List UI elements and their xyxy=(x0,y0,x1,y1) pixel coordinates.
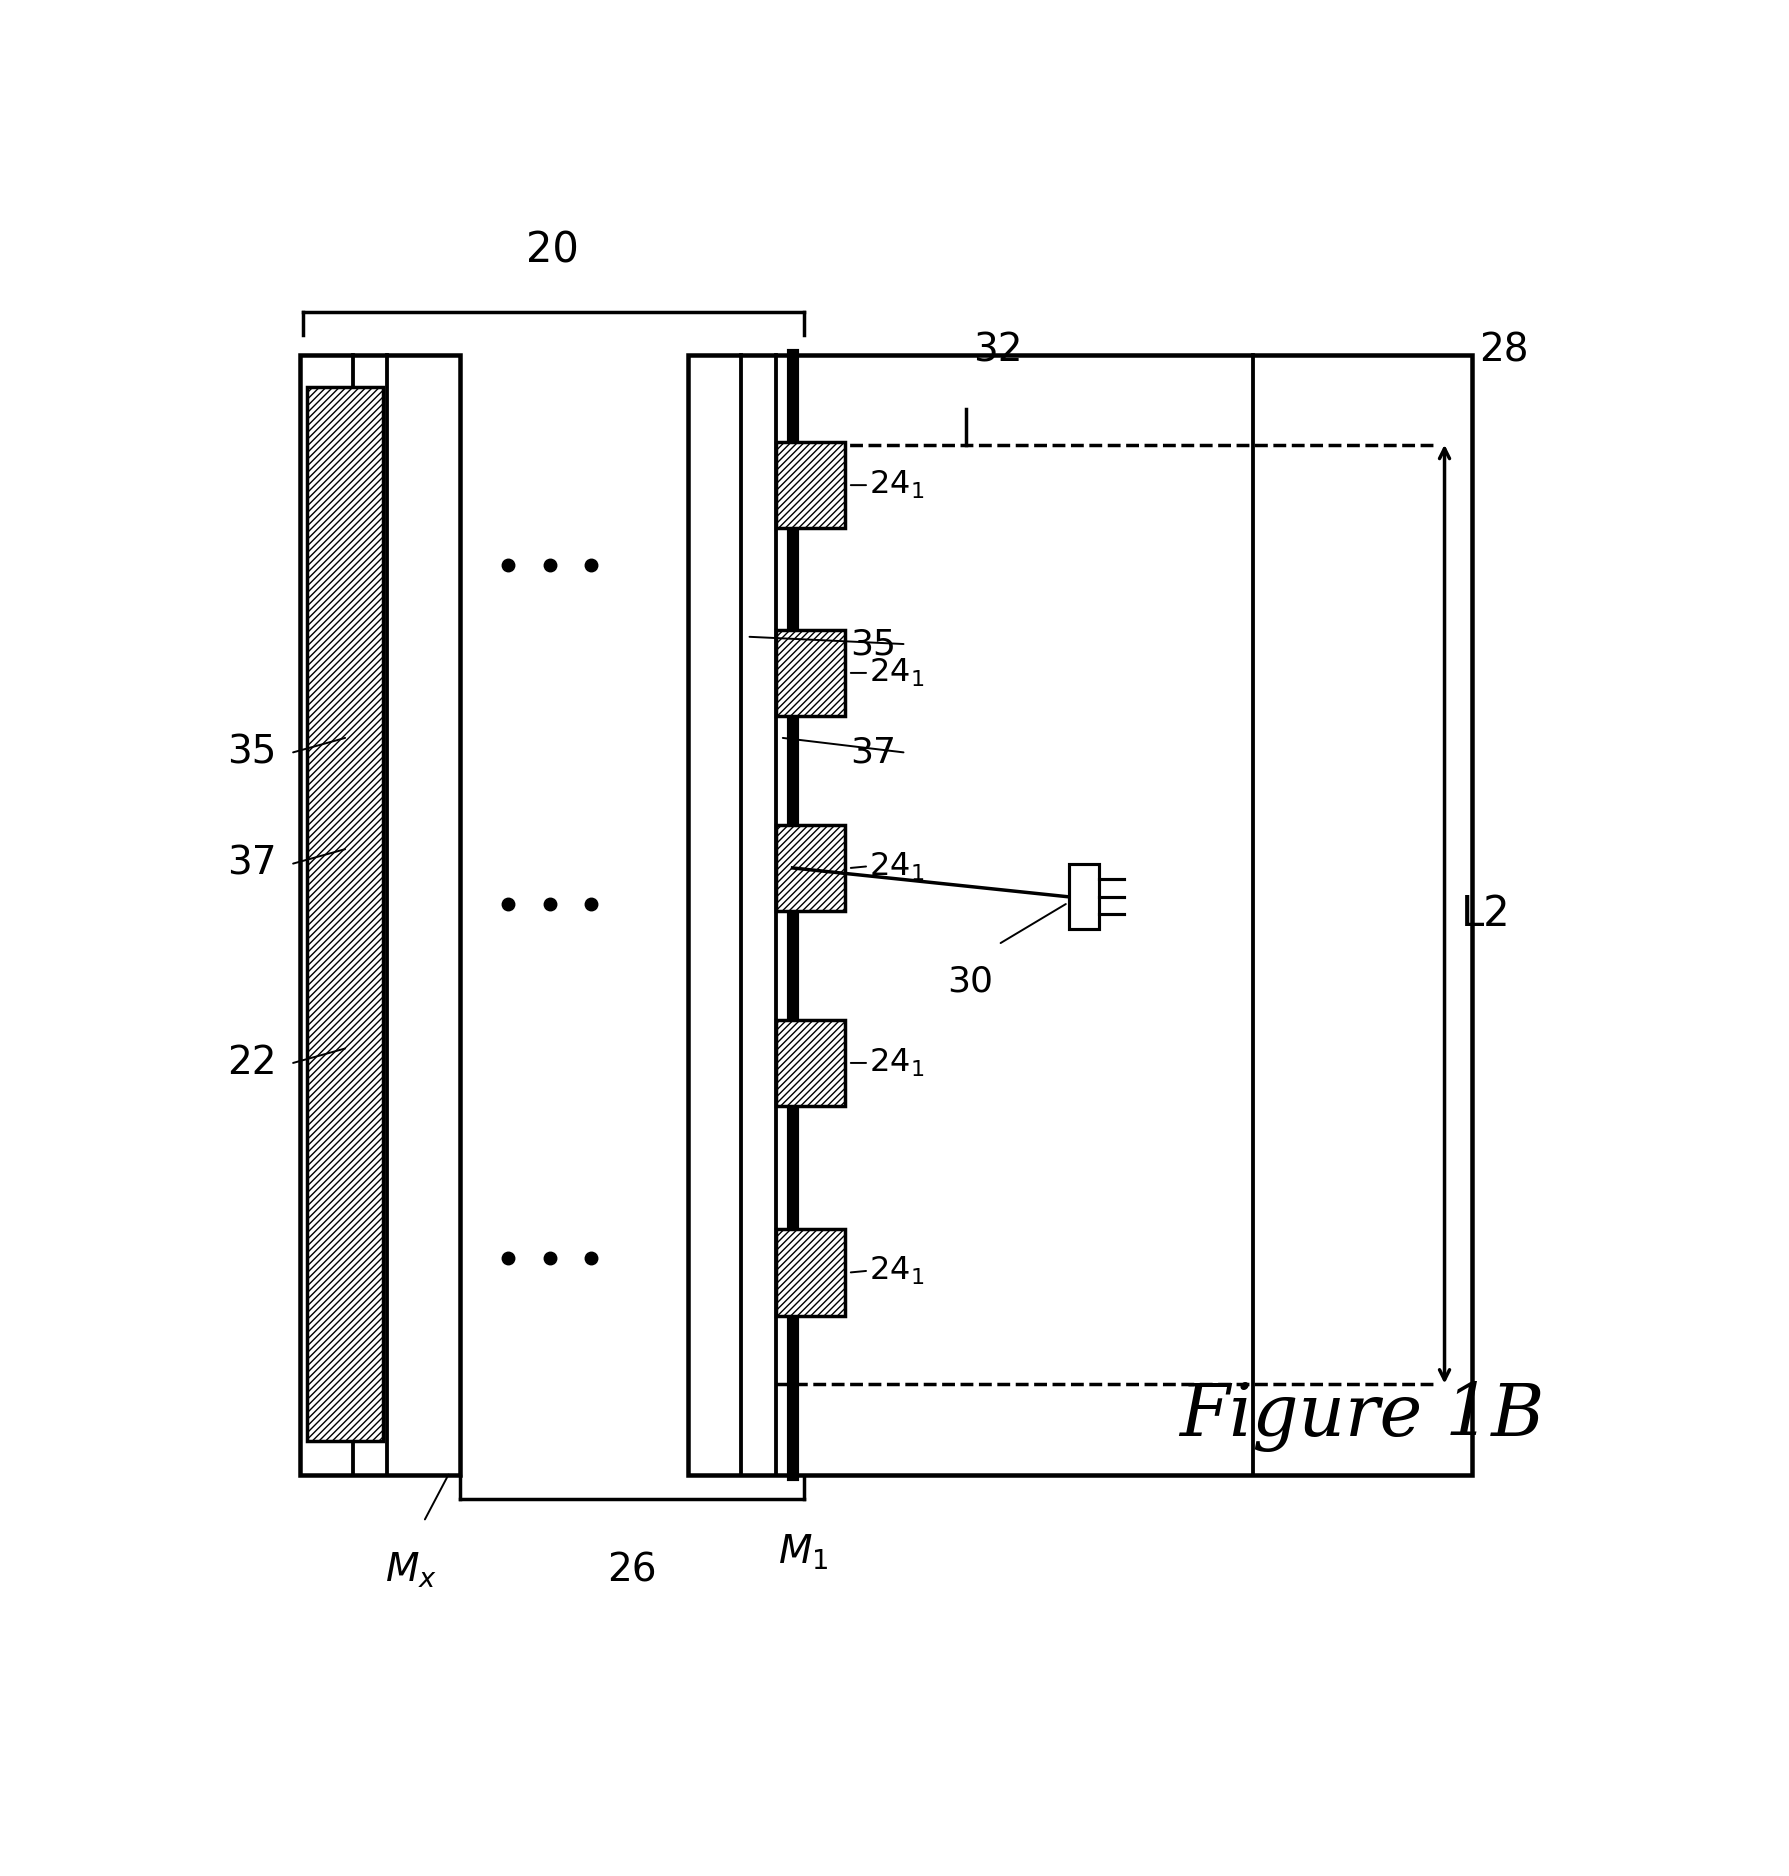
Text: 22: 22 xyxy=(227,1043,276,1082)
Text: L2: L2 xyxy=(1460,893,1510,934)
Bar xyxy=(301,355,460,1475)
Bar xyxy=(308,386,383,1441)
Bar xyxy=(689,355,1471,1475)
Bar xyxy=(775,443,844,529)
Text: 28: 28 xyxy=(1478,332,1528,370)
Text: 30: 30 xyxy=(946,964,993,998)
Text: 24$_1$: 24$_1$ xyxy=(868,1255,923,1287)
Text: Figure 1B: Figure 1B xyxy=(1177,1381,1544,1452)
Bar xyxy=(775,1021,844,1107)
Text: 35: 35 xyxy=(227,734,276,771)
Text: 24$_1$: 24$_1$ xyxy=(868,850,923,884)
Text: 26: 26 xyxy=(606,1551,657,1589)
Text: 20: 20 xyxy=(526,229,578,272)
Bar xyxy=(775,825,844,912)
Text: 24$_1$: 24$_1$ xyxy=(868,469,923,501)
Bar xyxy=(1068,865,1098,929)
Bar xyxy=(775,630,844,717)
Text: 24$_1$: 24$_1$ xyxy=(868,1047,923,1079)
Bar xyxy=(775,1229,844,1315)
Text: 35: 35 xyxy=(850,627,896,660)
Text: 24$_1$: 24$_1$ xyxy=(868,657,923,688)
Text: M$_1$: M$_1$ xyxy=(778,1533,828,1572)
Text: M$_x$: M$_x$ xyxy=(385,1551,437,1591)
Text: 37: 37 xyxy=(850,735,896,769)
Text: 32: 32 xyxy=(973,332,1022,370)
Text: 37: 37 xyxy=(227,844,276,882)
